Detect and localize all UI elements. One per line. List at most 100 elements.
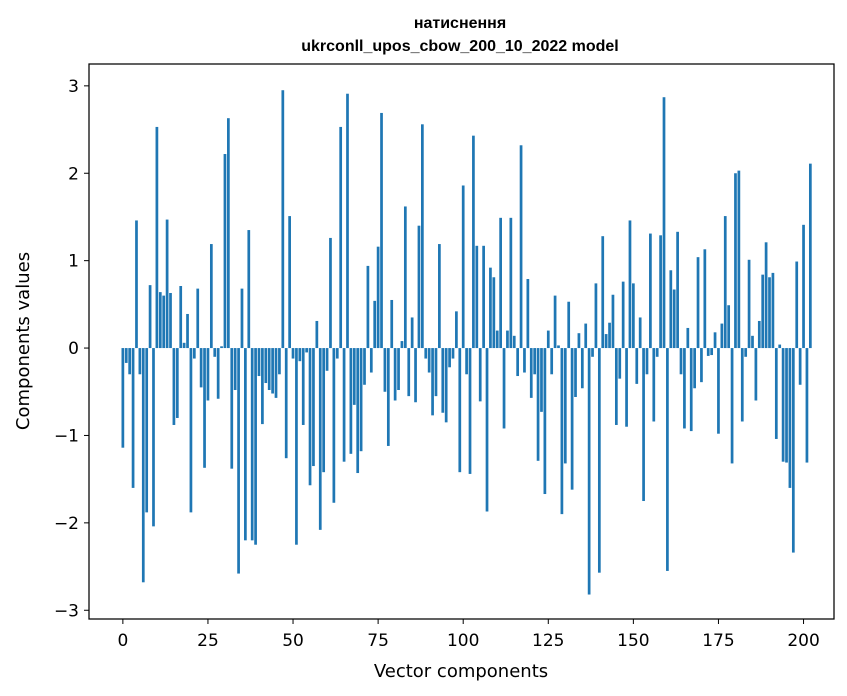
bar bbox=[209, 244, 213, 349]
bar bbox=[216, 348, 220, 399]
bar bbox=[550, 348, 554, 375]
bar bbox=[645, 348, 649, 375]
bar bbox=[519, 145, 523, 349]
bar bbox=[451, 348, 455, 359]
bar bbox=[359, 348, 363, 452]
bar bbox=[417, 225, 421, 349]
bar bbox=[499, 217, 502, 349]
bar bbox=[597, 348, 601, 573]
x-tick-label: 125 bbox=[532, 631, 564, 651]
bar bbox=[475, 245, 479, 349]
bar bbox=[403, 206, 407, 349]
bar bbox=[271, 348, 274, 394]
bar bbox=[264, 348, 268, 384]
bar bbox=[322, 348, 326, 473]
bar bbox=[329, 237, 332, 349]
bar bbox=[506, 330, 509, 349]
chart-subtitle: ukrconll_upos_cbow_200_10_2022 model bbox=[301, 38, 618, 55]
bar bbox=[434, 348, 438, 397]
bar bbox=[689, 348, 693, 432]
bar bbox=[325, 348, 329, 371]
y-tick-label: −3 bbox=[54, 601, 79, 621]
bar bbox=[601, 236, 605, 349]
bar bbox=[390, 299, 394, 349]
bar bbox=[240, 288, 244, 349]
bar bbox=[570, 348, 574, 490]
bar bbox=[795, 261, 799, 349]
bar bbox=[448, 348, 451, 368]
bar bbox=[740, 348, 744, 422]
bar bbox=[410, 317, 414, 349]
bar bbox=[717, 348, 720, 434]
y-axis-label: Components values bbox=[13, 252, 34, 430]
bar bbox=[366, 265, 370, 349]
bar bbox=[754, 348, 758, 401]
bar bbox=[278, 348, 281, 375]
bar bbox=[567, 301, 571, 349]
bars-group bbox=[121, 90, 812, 595]
bar bbox=[237, 348, 240, 574]
bar bbox=[512, 335, 516, 349]
bar bbox=[546, 330, 550, 349]
plot-frame bbox=[88, 63, 835, 620]
bar bbox=[594, 283, 598, 349]
bar bbox=[502, 348, 506, 429]
bar bbox=[495, 330, 499, 349]
x-tick-label: 200 bbox=[787, 631, 819, 651]
bar bbox=[158, 292, 162, 349]
bar bbox=[734, 173, 737, 349]
bar bbox=[247, 230, 251, 349]
bar bbox=[383, 348, 387, 392]
bar bbox=[553, 295, 557, 349]
bar bbox=[713, 332, 717, 349]
bar bbox=[468, 348, 472, 474]
bar bbox=[424, 348, 428, 359]
y-tick-label: −2 bbox=[54, 514, 79, 534]
bar bbox=[696, 257, 700, 349]
bar bbox=[349, 348, 353, 454]
bar bbox=[540, 348, 543, 412]
bar bbox=[662, 97, 666, 349]
bar bbox=[145, 348, 149, 513]
bar bbox=[335, 348, 339, 359]
bar bbox=[744, 348, 748, 357]
bar bbox=[805, 348, 809, 463]
bar bbox=[536, 348, 540, 461]
bar bbox=[584, 323, 588, 349]
bar bbox=[400, 341, 404, 349]
bar bbox=[155, 126, 159, 349]
bar bbox=[785, 348, 788, 463]
bar bbox=[533, 348, 537, 375]
bar bbox=[203, 348, 206, 468]
bar bbox=[227, 118, 230, 349]
x-tick-label: 150 bbox=[617, 631, 649, 651]
bar bbox=[676, 231, 679, 349]
x-tick-label: 0 bbox=[117, 631, 128, 651]
bar bbox=[666, 348, 669, 571]
bar bbox=[747, 259, 751, 349]
x-axis-ticks: 0 25 50 75 100 125 150 175 200 bbox=[117, 619, 820, 651]
bar bbox=[376, 246, 380, 349]
bar bbox=[778, 344, 782, 349]
bar bbox=[455, 311, 458, 349]
y-axis-ticks: −3 −2 −1 0 1 2 3 bbox=[54, 77, 89, 621]
bar bbox=[332, 348, 336, 503]
x-tick-label: 100 bbox=[447, 631, 479, 651]
bar bbox=[230, 348, 234, 469]
bar bbox=[414, 348, 417, 403]
bar bbox=[659, 235, 662, 349]
bar bbox=[444, 348, 448, 423]
bar bbox=[128, 348, 132, 375]
bar bbox=[288, 216, 291, 349]
bar bbox=[363, 348, 366, 385]
bar bbox=[686, 327, 690, 349]
bar bbox=[196, 288, 200, 349]
bar bbox=[369, 348, 373, 373]
bar bbox=[298, 348, 302, 362]
bar bbox=[342, 348, 346, 462]
x-axis-label: Vector components bbox=[374, 661, 548, 682]
bar bbox=[700, 348, 703, 383]
bar bbox=[213, 348, 217, 357]
bar bbox=[774, 348, 778, 439]
bar bbox=[318, 348, 322, 530]
